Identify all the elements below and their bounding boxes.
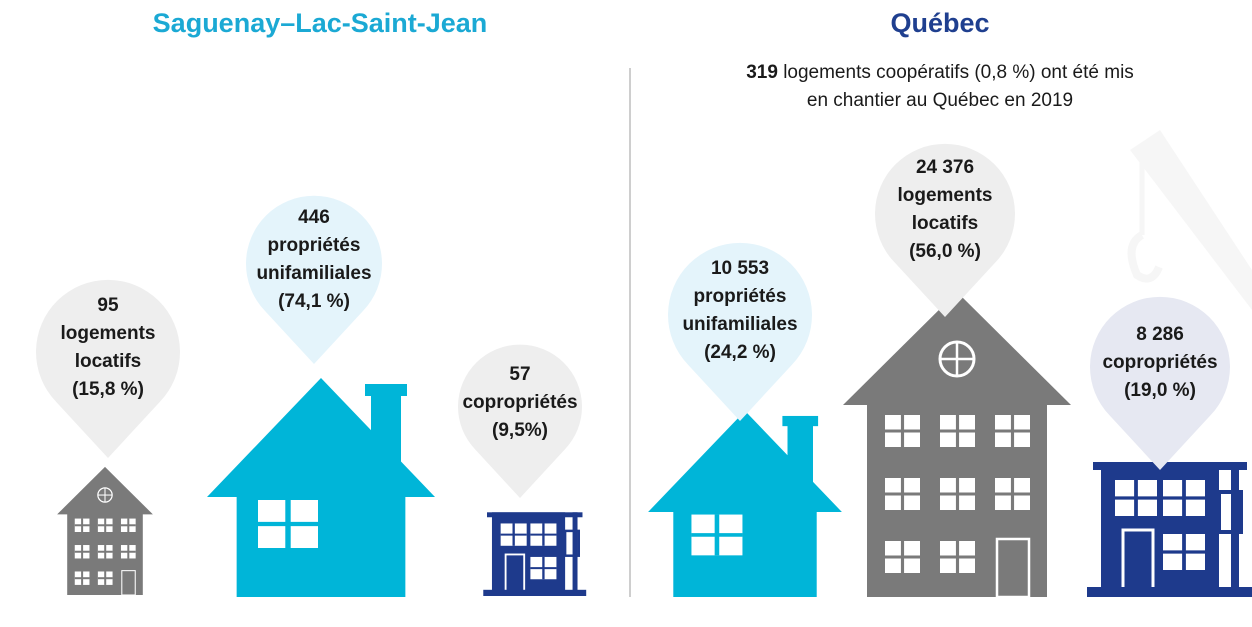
bubble-text: 95 xyxy=(97,295,119,316)
bubble-text: unifamiliales xyxy=(682,314,797,335)
note-number: 319 xyxy=(746,62,778,83)
condo-icon xyxy=(483,512,587,597)
roof xyxy=(207,378,435,497)
bubble-text: locatifs xyxy=(75,351,142,372)
right-title: Québec xyxy=(890,8,989,38)
bubble-text: copropriétés xyxy=(462,392,577,413)
crane xyxy=(1127,130,1252,310)
bubble xyxy=(246,195,382,364)
fence xyxy=(483,589,587,596)
bubble-text: 8 286 xyxy=(1136,324,1184,345)
fence xyxy=(1087,587,1252,597)
balcony xyxy=(563,529,580,557)
note-line: 319 logements coopératifs (0,8 %) ont ét… xyxy=(746,62,1134,83)
bubble xyxy=(36,279,180,458)
bubble-text: (56,0 %) xyxy=(909,241,981,262)
house-icon xyxy=(207,378,435,597)
house-icon xyxy=(648,410,842,597)
bubble xyxy=(1090,296,1230,470)
note-text: logements coopératifs (0,8 %) ont été mi… xyxy=(783,62,1134,83)
bubble-text: logements xyxy=(60,323,155,344)
roof xyxy=(648,410,842,512)
bubble-text: (19,0 %) xyxy=(1124,380,1196,401)
bubble-text: (15,8 %) xyxy=(72,379,144,400)
building-icon xyxy=(843,292,1071,599)
door xyxy=(995,537,1031,599)
bubble-text: (9,5%) xyxy=(492,420,548,441)
post xyxy=(1231,462,1239,597)
left-title: Saguenay–Lac-Saint-Jean xyxy=(153,8,488,38)
bubble-text: 10 553 xyxy=(711,258,769,279)
bubble-text: logements xyxy=(897,185,992,206)
bubble xyxy=(458,344,582,498)
bubble-text: locatifs xyxy=(912,213,979,234)
bubble-text: 24 376 xyxy=(916,157,974,178)
chimney-top xyxy=(782,415,819,427)
bubble-text: 446 xyxy=(298,207,330,228)
bubble-text: copropriétés xyxy=(1102,352,1217,373)
bubble-text: (74,1 %) xyxy=(278,291,350,312)
note-line: en chantier au Québec en 2019 xyxy=(807,90,1073,111)
bubble-text: unifamiliales xyxy=(256,263,371,284)
ledge xyxy=(487,512,583,518)
condo-icon xyxy=(1087,462,1252,599)
bubble xyxy=(667,242,812,421)
building-icon xyxy=(57,466,153,596)
chimney-top xyxy=(365,384,407,396)
bubble-text: 57 xyxy=(509,364,530,385)
door xyxy=(121,570,136,596)
balcony xyxy=(1217,490,1243,534)
post xyxy=(572,512,578,596)
bubble-text: propriétés xyxy=(268,235,361,256)
bubble xyxy=(874,143,1015,317)
bubble-text: propriétés xyxy=(694,286,787,307)
bubble-text: (24,2 %) xyxy=(704,342,776,363)
ledge xyxy=(1093,462,1247,470)
